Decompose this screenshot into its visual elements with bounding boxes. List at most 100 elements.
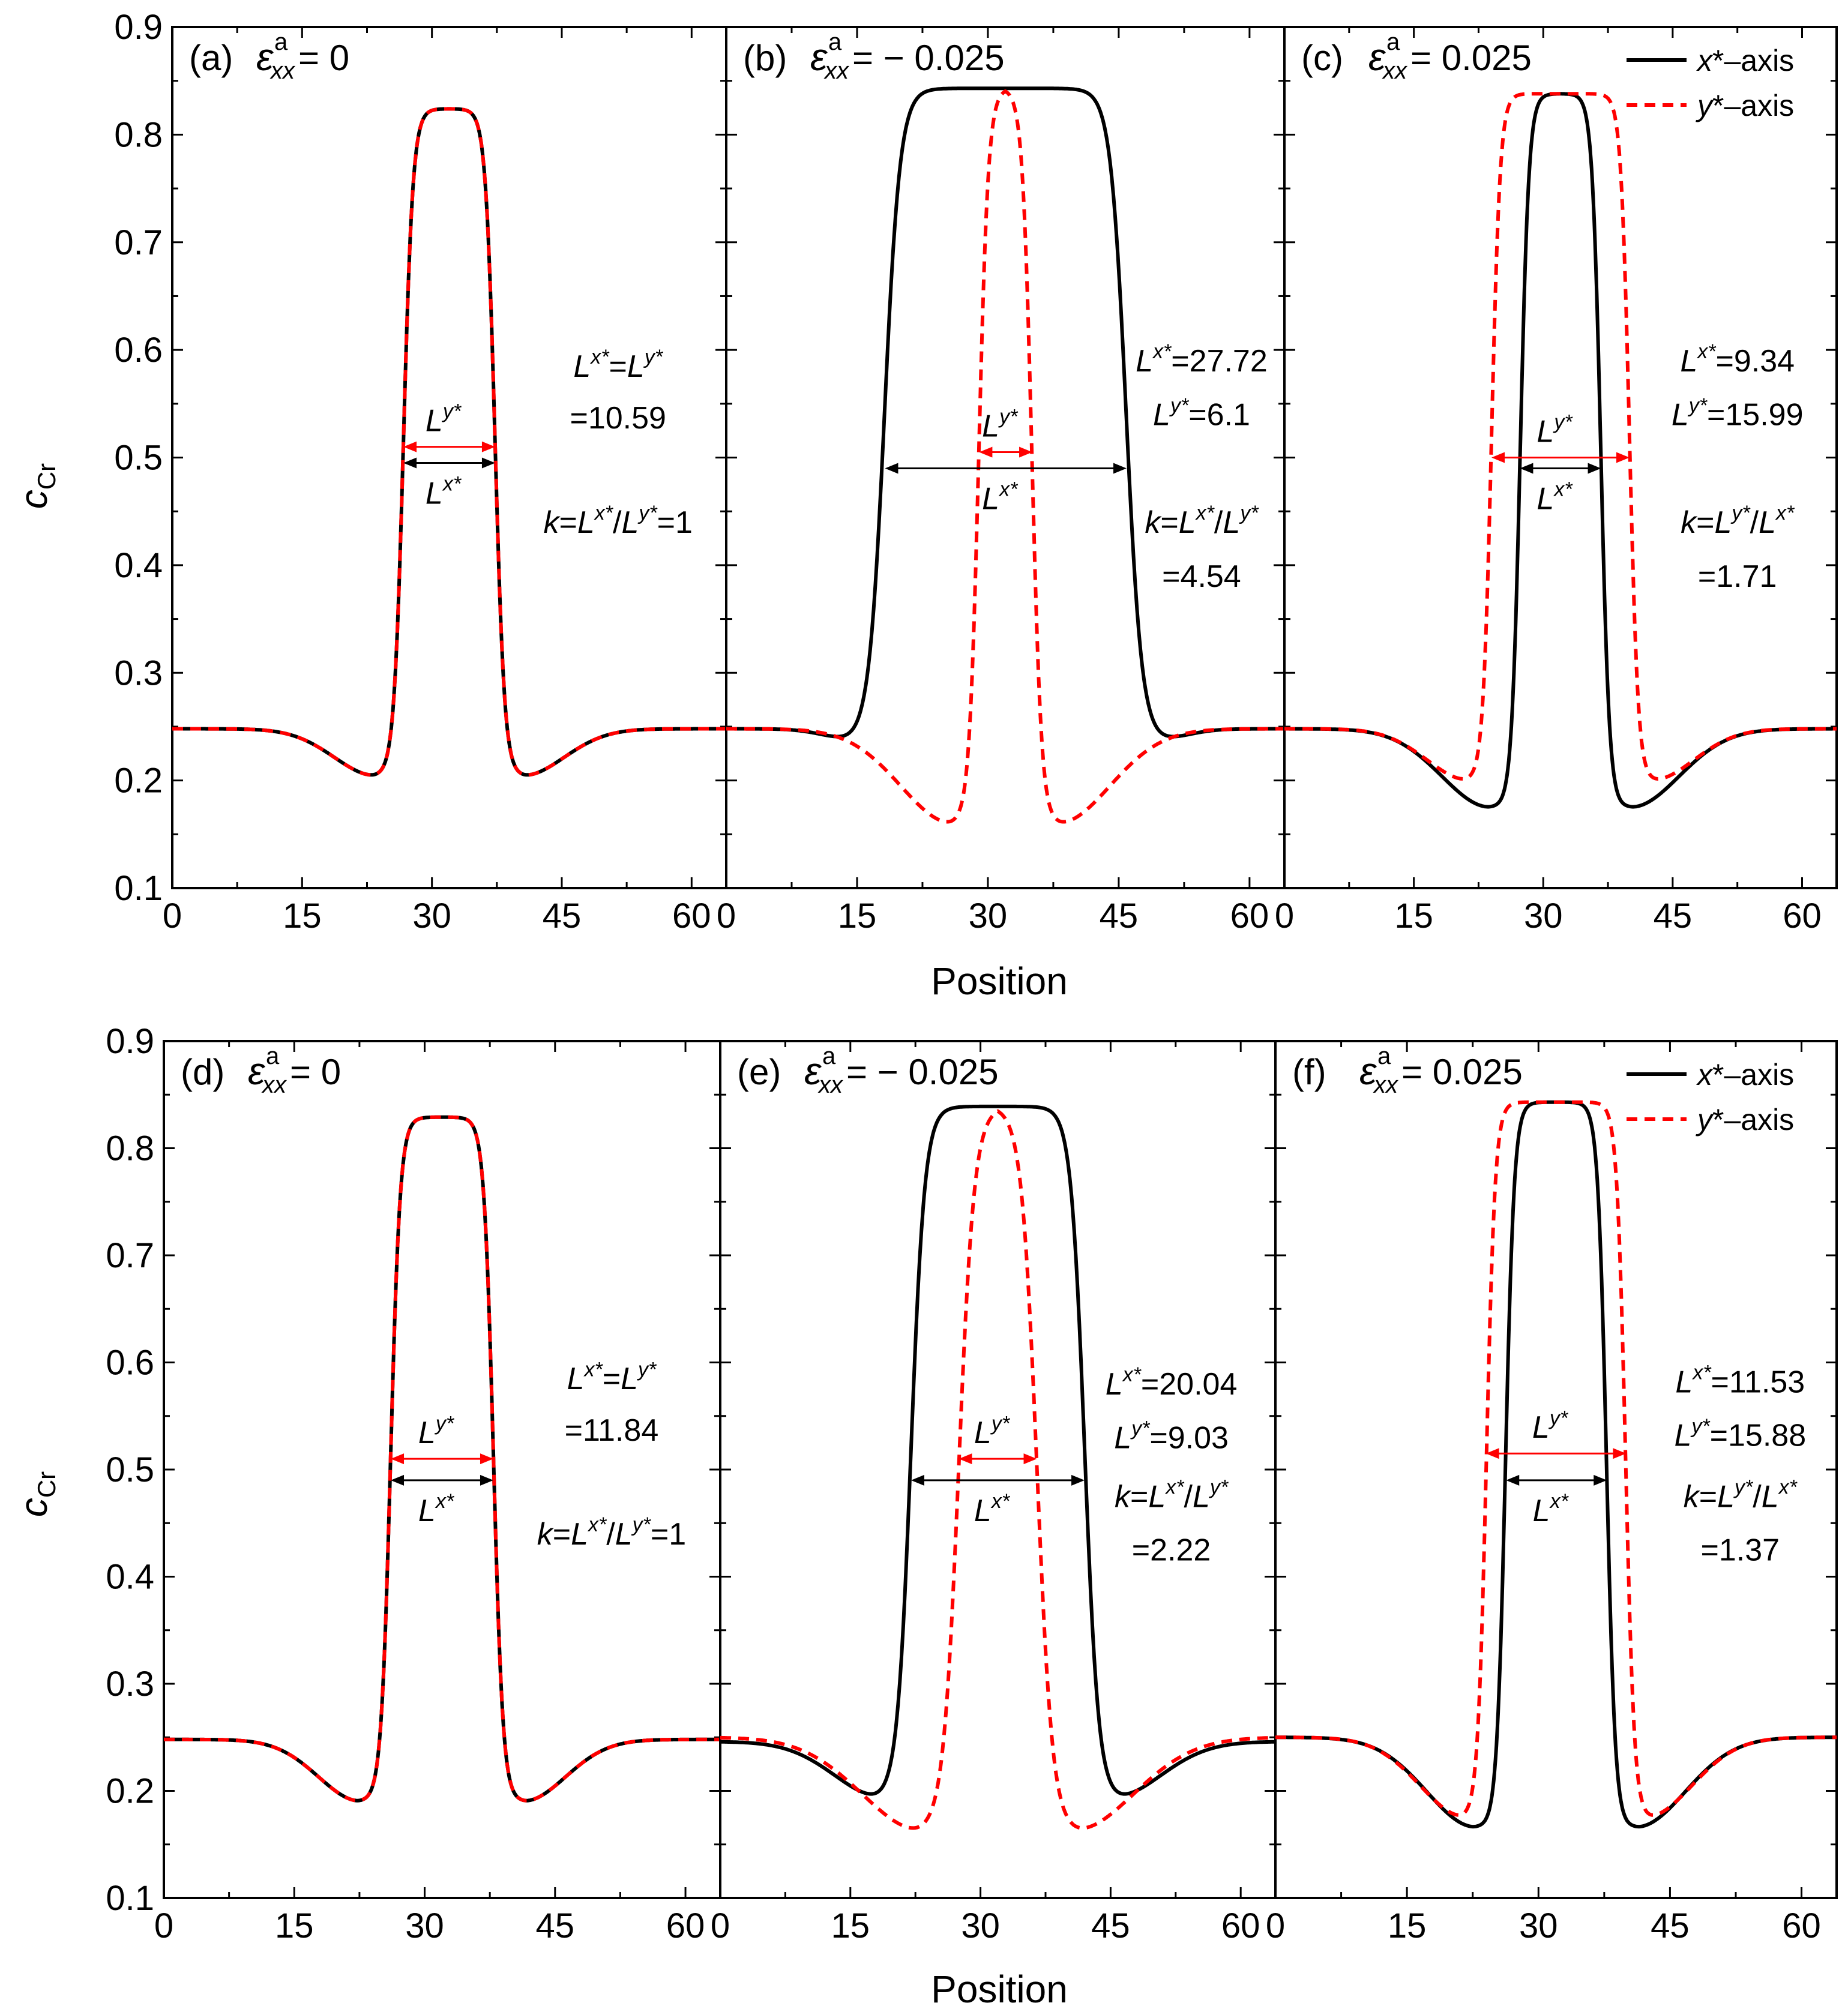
panel-c: 0 15 30 45 60Ly*Lx*Lx*=9.34Ly*=15.99k=Ly*/Lx… (1275, 26, 1838, 935)
width-arrow-head-left (391, 1453, 405, 1465)
legend-text-part: y (1696, 1103, 1714, 1137)
annotation-part: = (609, 349, 627, 384)
annotation: k=Lx*/Ly*=1 (537, 1513, 686, 1552)
y-tick-label: 0.8 (114, 115, 163, 154)
panel-label: (a) (189, 38, 233, 78)
annotation-sup: x* (435, 1490, 455, 1513)
x-tick-label: 15 (275, 1906, 314, 1945)
annotation-part: =1.37 (1701, 1533, 1780, 1568)
annotation-part: = (1130, 1479, 1148, 1514)
width-arrow-label: Ly* (1532, 1407, 1569, 1445)
panel-d: 0 15 30 45 600.10.20.30.40.50.60.70.80.9Ly*L… (106, 1022, 721, 1945)
panel-label: (f) (1292, 1052, 1326, 1092)
y-tick-label: 0.2 (114, 761, 163, 800)
annotation-part: L (982, 409, 999, 444)
width-arrow-head-left (1506, 1474, 1520, 1486)
strain-superscript: a (266, 1043, 280, 1069)
plot-area: 0 15 30 45 600.10.20.30.40.50.60.70.80.9Ly*L… (106, 8, 1838, 1945)
annotation: =2.22 (1132, 1533, 1211, 1568)
annotation-part: k (1145, 505, 1162, 540)
annotation-part: =6.1 (1188, 398, 1250, 433)
annotation: k=Ly*/Lx* (1684, 1476, 1798, 1515)
x-tick-label: 15 (831, 1906, 870, 1945)
y-tick-label: 0.4 (114, 546, 163, 585)
annotation-part: L (1193, 1479, 1210, 1514)
y-axis-title-bottom: cCr (12, 1471, 61, 1517)
annotation: Lx*=Ly* (573, 346, 663, 384)
width-arrow-label: Lx* (982, 478, 1019, 517)
legend-text-part: x (1696, 44, 1714, 77)
y-tick-label: 0.7 (114, 223, 163, 262)
annotation-part: L (1148, 1479, 1166, 1514)
annotation-part: =20.04 (1141, 1367, 1238, 1402)
annotation-part: = (553, 1517, 571, 1552)
annotation-sup: y* (1690, 1415, 1711, 1438)
annotation-part: L (974, 1416, 992, 1450)
x-tick-label: 45 (1654, 896, 1693, 935)
annotation-part: k (537, 1517, 555, 1552)
x-tick-label: 60 (1221, 1906, 1260, 1945)
annotation-part: L (426, 404, 443, 439)
strain-epsilon: ε (804, 1050, 822, 1093)
legend-x-axis-label: x*–axis (1696, 1058, 1794, 1092)
strain-value: = 0.025 (1410, 38, 1532, 78)
y-axis-title-main: c (12, 490, 55, 509)
annotation-part: L (1114, 1420, 1131, 1455)
annotation-part: L (1179, 505, 1196, 540)
x-tick-label: 30 (405, 1906, 444, 1945)
annotation-sup: y* (1130, 1417, 1151, 1440)
annotation-part: = (1696, 505, 1714, 540)
annotation: Ly*=15.99 (1672, 394, 1804, 433)
width-arrow-head-left (979, 446, 993, 458)
y-axis-title-sub: Cr (32, 463, 61, 490)
annotation: =4.54 (1162, 559, 1241, 594)
annotation: Lx*=11.53 (1675, 1362, 1805, 1400)
x-tick-label: 30 (412, 896, 451, 935)
strain-subscript: xx (1382, 58, 1408, 84)
y-axis-series-line (719, 1109, 1277, 1830)
width-arrow-label: Ly* (1536, 411, 1573, 449)
annotation-part: = (1160, 505, 1178, 540)
legend-y-axis-label: y*–axis (1696, 1103, 1794, 1137)
panel-label: (c) (1301, 38, 1343, 78)
width-arrow-label: Ly* (982, 406, 1019, 444)
annotation-sup: x* (1691, 1362, 1712, 1384)
annotation-part: L (1223, 505, 1240, 540)
panel-e: 0 15 30 45 60Ly*Lx*Lx*=20.04Ly*=9.03k=Lx*/Ly… (711, 1040, 1277, 1945)
annotation-sup: y* (442, 400, 462, 423)
strain-superscript: a (828, 29, 842, 55)
strain-subscript: xx (269, 58, 296, 84)
x-tick-label: 60 (1782, 1906, 1821, 1945)
annotation-sup: y* (1169, 394, 1190, 417)
width-arrow-label: Lx* (974, 1490, 1011, 1528)
annotation: =10.59 (570, 401, 666, 436)
annotation-part: / (613, 505, 622, 540)
y-tick-label: 0.1 (106, 1879, 154, 1918)
x-tick-label: 60 (666, 1906, 705, 1945)
annotation-part: L (1533, 1494, 1550, 1528)
width-arrow-label: Lx* (1533, 1490, 1570, 1528)
annotation-part: =1 (657, 505, 693, 540)
annotation: Ly*=9.03 (1114, 1417, 1229, 1455)
x-tick-label: 45 (536, 1906, 575, 1945)
panel-a: 0 15 30 45 600.10.20.30.40.50.60.70.80.9Ly*L… (114, 8, 727, 935)
annotation-sup: x* (1696, 340, 1717, 363)
annotation: =11.84 (565, 1413, 659, 1448)
x-tick-label: 45 (1100, 896, 1139, 935)
annotation-sup: y* (998, 406, 1019, 428)
annotation-part: =10.59 (570, 401, 666, 436)
annotation-sup: y* (1733, 1476, 1754, 1499)
annotation-part: =15.99 (1707, 398, 1804, 433)
annotation-sup: y* (1549, 1407, 1569, 1429)
annotation-part: / (1750, 505, 1759, 540)
y-tick-label: 0.2 (106, 1772, 154, 1811)
strain-epsilon: ε (1359, 1050, 1377, 1093)
width-arrow-head-left (1485, 1448, 1499, 1459)
annotation-part: L (1106, 1367, 1123, 1402)
annotation-part: =9.03 (1149, 1420, 1229, 1455)
y-axis-series-line (163, 1115, 721, 1803)
width-arrow-label: Lx* (1536, 478, 1573, 517)
annotation-part: L (418, 1416, 436, 1450)
panel-f: 0 15 30 45 60Ly*Lx*Lx*=11.53Ly*=15.88k=Ly*/L… (1266, 1040, 1838, 1945)
